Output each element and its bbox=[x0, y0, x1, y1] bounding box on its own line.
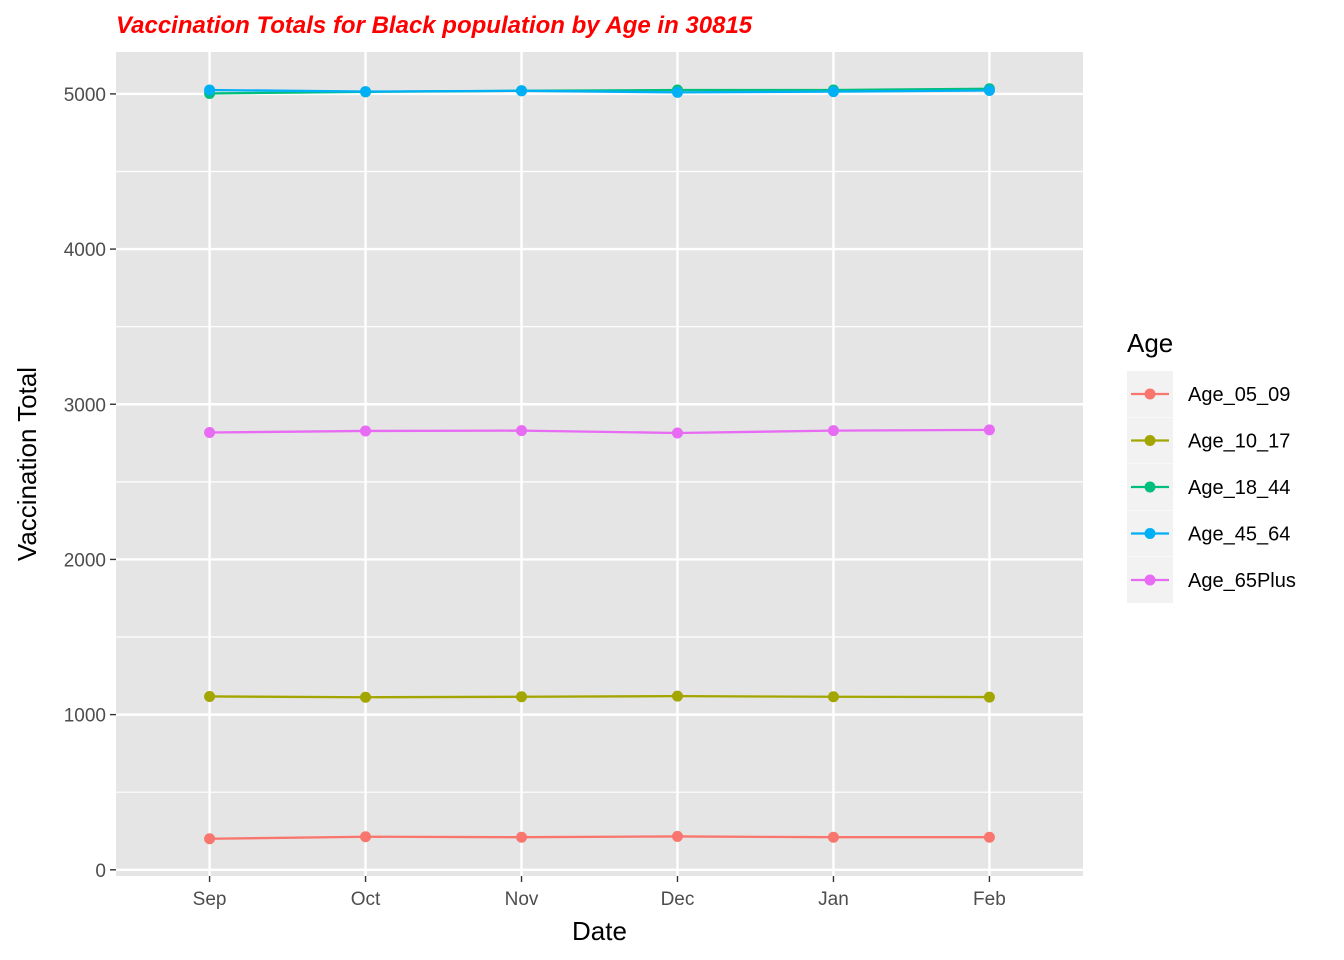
data-point bbox=[204, 833, 216, 845]
legend-title: Age bbox=[1127, 328, 1173, 358]
data-point bbox=[360, 425, 372, 437]
x-tick-label: Feb bbox=[973, 889, 1006, 910]
x-tick-label: Jan bbox=[818, 889, 849, 910]
data-point bbox=[516, 85, 528, 97]
plot-panel bbox=[116, 52, 1083, 876]
x-tick-label: Nov bbox=[505, 889, 539, 910]
data-point bbox=[204, 84, 216, 96]
legend-label: Age_10_17 bbox=[1188, 431, 1290, 453]
legend-item: Age_10_17 bbox=[1127, 417, 1290, 464]
data-point bbox=[516, 831, 528, 843]
legend-key-point bbox=[1144, 388, 1156, 400]
x-axis-title: Date bbox=[572, 916, 627, 946]
data-point bbox=[983, 84, 995, 96]
series-layer bbox=[204, 83, 995, 845]
data-point bbox=[983, 424, 995, 436]
data-point bbox=[516, 425, 528, 437]
data-point bbox=[983, 691, 995, 703]
legend-item: Age_45_64 bbox=[1127, 510, 1290, 557]
legend-key-point bbox=[1144, 574, 1156, 586]
x-tick-label: Dec bbox=[661, 889, 695, 910]
axis-ticks: 0 1000 2000 3000 4000 5000 Sep Oct Nov Dec Jan Feb bbox=[64, 85, 1006, 910]
data-point bbox=[204, 690, 216, 702]
series-Age_45_64 bbox=[204, 84, 995, 98]
series-line bbox=[209, 428, 990, 435]
data-point bbox=[671, 830, 683, 842]
data-point bbox=[671, 86, 683, 98]
y-tick-label: 2000 bbox=[64, 550, 106, 571]
legend-key-point bbox=[1144, 435, 1156, 446]
legend-label: Age_18_44 bbox=[1188, 477, 1290, 499]
legend-label: Age_45_64 bbox=[1188, 524, 1290, 546]
data-point bbox=[360, 691, 372, 703]
data-point bbox=[827, 691, 839, 703]
data-point bbox=[827, 425, 839, 437]
data-point bbox=[360, 86, 372, 98]
data-point bbox=[360, 831, 372, 843]
y-tick-label: 0 bbox=[95, 861, 106, 882]
x-tick-label: Oct bbox=[351, 889, 381, 910]
data-point bbox=[516, 691, 528, 703]
series-Age_65Plus bbox=[204, 424, 995, 439]
data-point bbox=[827, 86, 839, 98]
legend: Age Age_05_09 Age_10_17 Age_18_44 Age_45_64… bbox=[1127, 328, 1296, 603]
data-point bbox=[671, 427, 683, 439]
legend-item: Age_65Plus bbox=[1127, 557, 1296, 603]
y-tick-label: 5000 bbox=[64, 85, 106, 106]
series-Age_05_09 bbox=[204, 830, 995, 845]
series-line bbox=[209, 88, 990, 94]
y-tick-label: 3000 bbox=[64, 395, 106, 416]
data-point bbox=[983, 831, 995, 843]
legend-label: Age_65Plus bbox=[1188, 570, 1296, 592]
data-point bbox=[671, 690, 683, 702]
y-axis-title: Vaccination Total bbox=[12, 367, 42, 561]
series-Age_10_17 bbox=[204, 690, 995, 703]
data-point bbox=[827, 831, 839, 843]
legend-key-point bbox=[1144, 481, 1156, 493]
legend-item: Age_05_09 bbox=[1127, 371, 1290, 417]
y-tick-label: 1000 bbox=[64, 706, 106, 727]
chart-title: Vaccination Totals for Black population … bbox=[116, 12, 753, 39]
legend-item: Age_18_44 bbox=[1127, 464, 1290, 510]
x-tick-label: Sep bbox=[193, 889, 227, 910]
series-line bbox=[209, 694, 990, 699]
legend-label: Age_05_09 bbox=[1188, 384, 1290, 406]
data-point bbox=[204, 426, 216, 438]
series-line bbox=[209, 835, 990, 840]
legend-key-point bbox=[1144, 528, 1156, 539]
y-tick-label: 4000 bbox=[64, 240, 106, 261]
